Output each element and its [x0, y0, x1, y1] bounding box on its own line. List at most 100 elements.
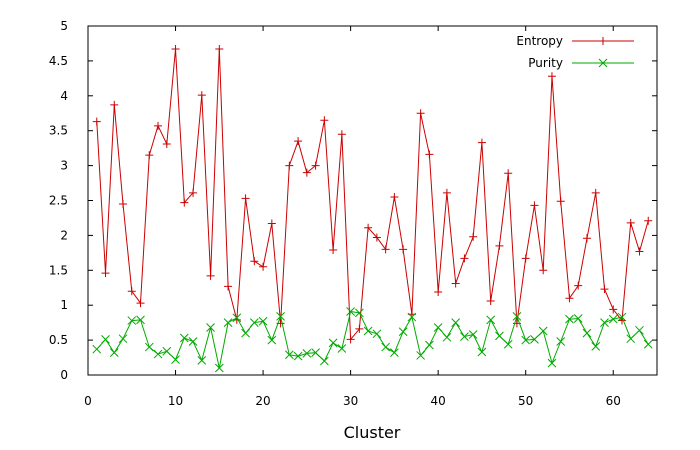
purity-line	[96, 310, 649, 369]
purity-point	[538, 326, 548, 336]
purity-point	[162, 346, 172, 356]
entropy-point	[504, 169, 513, 178]
x-tick-label: 20	[255, 394, 270, 408]
entropy-point	[215, 45, 224, 54]
purity-point	[293, 351, 303, 361]
purity-point	[363, 326, 373, 336]
purity-point	[556, 337, 566, 346]
entropy-point	[591, 188, 600, 197]
purity-point	[249, 318, 259, 328]
purity-point	[188, 337, 198, 346]
entropy-point	[101, 269, 110, 278]
purity-point	[398, 327, 408, 337]
purity-point	[241, 328, 250, 338]
purity-point	[118, 334, 128, 344]
purity-point	[521, 335, 531, 345]
entropy-point	[267, 219, 276, 228]
purity-point	[495, 331, 504, 341]
purity-point	[573, 314, 583, 323]
entropy-point	[434, 287, 443, 296]
entropy-point	[582, 234, 591, 243]
y-tick-label: 2.5	[49, 194, 68, 208]
purity-point	[547, 358, 557, 368]
entropy-point	[372, 233, 381, 242]
legend-item-entropy: Entropy	[516, 34, 634, 48]
legend-label-entropy: Entropy	[516, 34, 563, 48]
purity-point	[101, 335, 110, 344]
purity-point	[355, 308, 364, 318]
purity-point	[302, 349, 312, 358]
x-tick-label: 30	[343, 394, 358, 408]
y-tick-label: 0.5	[49, 333, 68, 347]
purity-point	[442, 332, 452, 342]
entropy-point	[206, 271, 215, 280]
purity-point	[171, 355, 180, 364]
entropy-point	[539, 266, 548, 275]
entropy-point	[477, 138, 486, 147]
entropy-point	[600, 285, 609, 294]
entropy-point	[294, 137, 303, 146]
entropy-point	[364, 223, 373, 232]
purity-point	[433, 323, 443, 332]
entropy-point	[390, 193, 399, 202]
entropy-point	[154, 121, 163, 130]
entropy-point	[180, 198, 189, 207]
purity-point	[503, 339, 513, 349]
entropy-point	[530, 201, 539, 210]
purity-point	[258, 316, 268, 326]
entropy-point	[136, 299, 145, 308]
x-tick-label: 40	[431, 394, 446, 408]
entropy-point	[644, 216, 653, 225]
entropy-point	[189, 188, 198, 197]
entropy-point	[110, 100, 119, 109]
plot-frame	[87, 25, 658, 376]
entropy-series	[92, 45, 653, 344]
entropy-point	[320, 116, 329, 125]
entropy-point	[565, 294, 574, 303]
entropy-point	[416, 109, 425, 118]
purity-point	[214, 363, 224, 373]
purity-point	[407, 312, 417, 322]
purity-point	[381, 342, 390, 352]
y-tick-label: 5	[60, 19, 68, 33]
entropy-point	[399, 245, 408, 254]
purity-point	[617, 312, 627, 322]
y-tick-label: 2	[60, 228, 68, 242]
entropy-point	[635, 247, 644, 256]
entropy-point	[556, 197, 565, 206]
purity-point	[512, 312, 522, 321]
legend-item-purity: Purity	[528, 56, 634, 70]
entropy-point	[250, 257, 259, 266]
purity-point	[565, 314, 574, 324]
purity-point	[477, 347, 487, 357]
purity-point	[468, 330, 478, 339]
entropy-point	[521, 254, 530, 263]
entropy-point	[495, 241, 504, 250]
purity-point	[328, 338, 338, 348]
entropy-point	[574, 281, 583, 290]
entropy-point	[259, 262, 268, 271]
entropy-point	[425, 150, 434, 159]
purity-point	[591, 342, 601, 351]
purity-point	[390, 348, 399, 358]
y-tick-label: 4.5	[49, 54, 68, 68]
purity-point	[320, 356, 329, 366]
x-tick-label: 10	[168, 394, 183, 408]
purity-point	[267, 335, 277, 345]
purity-point	[635, 325, 644, 335]
purity-point	[460, 332, 469, 341]
entropy-point	[197, 91, 206, 100]
entropy-point	[311, 161, 320, 170]
purity-point	[197, 355, 207, 365]
entropy-point	[609, 305, 618, 314]
entropy-point	[451, 279, 460, 288]
legend-marker-purity	[598, 58, 608, 68]
purity-point	[206, 323, 215, 332]
purity-point	[346, 307, 355, 316]
entropy-point	[547, 72, 556, 81]
purity-point	[608, 314, 618, 324]
purity-point	[92, 344, 102, 354]
entropy-point	[337, 130, 346, 139]
purity-point	[486, 315, 496, 325]
entropy-line	[96, 48, 649, 341]
